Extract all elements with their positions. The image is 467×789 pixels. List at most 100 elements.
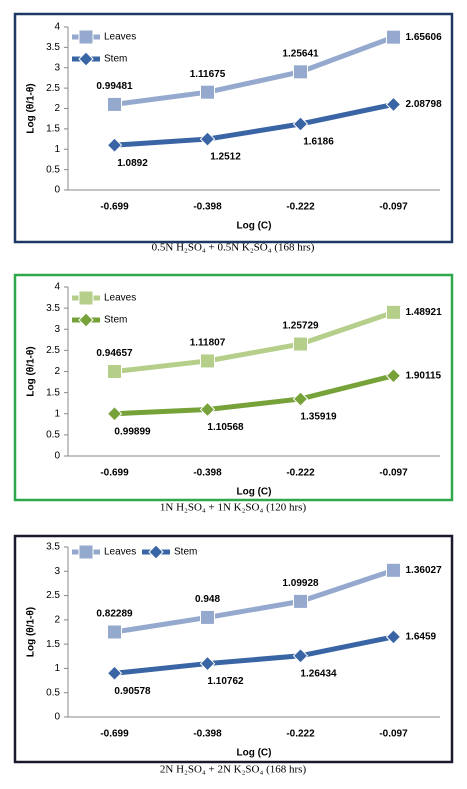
y-axis-title: Log (θ/1-θ) (26, 346, 37, 396)
y-tick-label: 3 (54, 62, 60, 73)
chart-border (13, 273, 454, 502)
legend-marker (78, 544, 94, 560)
legend-label: Stem (104, 315, 127, 326)
legend-label: Leaves (104, 32, 136, 43)
x-axis-title: Log (C) (237, 487, 272, 498)
point-annotation: 1.6186 (303, 137, 334, 148)
y-tick-label: 1 (54, 663, 60, 674)
x-tick-label: -0.699 (100, 729, 129, 740)
point-annotation: 0.94657 (96, 348, 133, 359)
point (106, 665, 123, 681)
x-axis-title: Log (C) (237, 221, 272, 232)
series-line (114, 309, 395, 374)
point (385, 96, 402, 113)
point-annotation: 1.11675 (190, 69, 226, 80)
point-annotation: 1.25729 (282, 321, 319, 332)
point-annotation: 1.25641 (282, 48, 319, 59)
point-annotation: 1.0892 (117, 158, 148, 169)
point-annotation: 1.35919 (300, 412, 337, 423)
point (199, 401, 216, 418)
point-annotation: 0.99481 (96, 81, 133, 92)
point (385, 629, 402, 645)
y-tick-label: 4 (54, 282, 60, 293)
legend-label: Stem (104, 54, 127, 65)
legend-marker (148, 544, 164, 560)
series-line (114, 634, 394, 676)
legend-marker (78, 29, 94, 45)
point-annotation: 1.2512 (210, 152, 241, 163)
point (292, 648, 309, 664)
caption: 1N H₂SO₄ + 1N K₂SO₄ (120 hrs) (160, 502, 307, 514)
caption: 0.5N H₂SO₄ + 0.5N K₂SO₄ (168 hrs) (152, 242, 315, 254)
point (106, 137, 123, 153)
point-annotation: 1.11807 (190, 338, 226, 349)
y-tick-label: 2 (54, 366, 60, 377)
y-tick-label: 3.5 (46, 42, 60, 53)
y-axis-title: Log (θ/1-θ) (26, 83, 37, 133)
point-annotation: 0.99899 (114, 426, 151, 437)
point (107, 624, 122, 640)
point (200, 609, 215, 625)
point (199, 131, 216, 147)
chart-border (13, 12, 454, 244)
point-annotation: 2.08798 (406, 99, 443, 110)
x-tick-label: -0.222 (286, 202, 315, 213)
point-annotation: 1.6459 (406, 631, 437, 642)
point-annotation: 0.82289 (96, 609, 133, 620)
y-tick-label: 2 (54, 614, 60, 625)
y-tick-label: 1 (54, 408, 60, 419)
point (106, 406, 123, 422)
legend-marker (78, 312, 94, 328)
y-tick-label: 0.5 (46, 164, 60, 175)
legend-label: Stem (174, 547, 197, 558)
point-annotation: 1.10568 (207, 422, 244, 433)
point (107, 364, 122, 379)
x-tick-label: -0.222 (286, 729, 315, 740)
x-tick-label: -0.222 (286, 468, 315, 479)
y-tick-label: 0 (54, 185, 60, 196)
y-axis-title: Log (θ/1-θ) (26, 607, 37, 657)
point-annotation: 1.48921 (406, 307, 443, 318)
series-line (114, 34, 395, 107)
point (386, 562, 401, 578)
x-tick-label: -0.699 (100, 468, 129, 479)
y-tick-label: 1.5 (46, 639, 60, 650)
point-annotation: 0.948 (195, 594, 220, 605)
y-tick-label: 0 (54, 712, 60, 723)
legend-marker (78, 290, 94, 306)
point (200, 84, 215, 100)
y-tick-label: 3 (54, 566, 60, 577)
series-line (114, 373, 395, 417)
x-tick-label: -0.699 (100, 202, 129, 213)
y-tick-label: 1.5 (46, 387, 60, 398)
point (293, 593, 308, 609)
point-annotation: 1.09928 (282, 578, 319, 589)
point-annotation: 1.26434 (300, 668, 337, 679)
point-annotation: 0.90578 (114, 686, 151, 697)
x-tick-label: -0.097 (379, 468, 408, 479)
x-tick-label: -0.097 (379, 729, 408, 740)
x-tick-label: -0.398 (193, 729, 222, 740)
y-tick-label: 2 (54, 103, 60, 114)
point-annotation: 1.90115 (406, 370, 442, 381)
point (293, 336, 308, 352)
y-tick-label: 2.5 (46, 345, 60, 356)
point (292, 391, 309, 407)
y-tick-label: 4 (54, 22, 60, 33)
point (386, 29, 401, 45)
point-annotation: 1.10762 (207, 676, 244, 687)
y-tick-label: 3 (54, 324, 60, 335)
series-line (114, 101, 395, 148)
y-tick-label: 2.5 (46, 83, 60, 94)
y-tick-label: 2.5 (46, 590, 60, 601)
y-tick-label: 3.5 (46, 303, 60, 314)
legend-label: Leaves (104, 293, 136, 304)
x-axis-title: Log (C) (237, 748, 272, 759)
point (200, 353, 215, 369)
caption: 2N H₂SO₄ + 2N K₂SO₄ (168 hrs) (160, 764, 307, 776)
legend-label: Leaves (104, 547, 136, 558)
legend-marker (78, 51, 94, 67)
y-tick-label: 0 (54, 451, 60, 462)
